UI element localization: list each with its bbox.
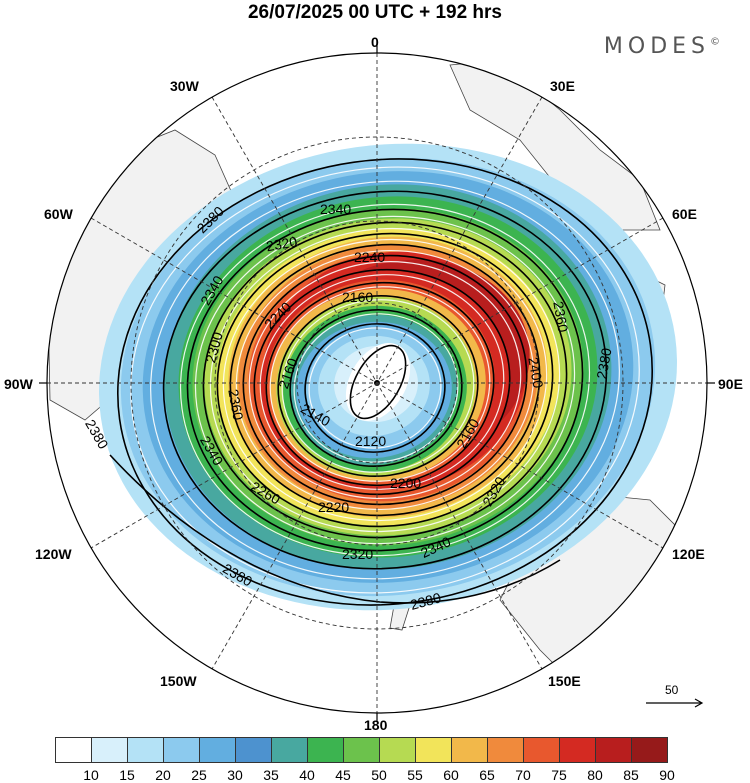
colorbar-swatch [163,737,200,763]
contour-label: 2380 [408,589,442,613]
height-contours [109,158,653,606]
streamline [150,180,620,580]
brand-name: MODES [603,34,710,59]
map-title: 26/07/2025 00 UTC + 192 hrs [247,2,503,23]
reference-vector-arrow [646,698,704,708]
colorbar-swatch [343,737,380,763]
streamline [194,215,576,545]
meridian [90,217,664,549]
label-120w: 120W [35,546,72,562]
colorbar-swatch [415,737,452,763]
colorbar-swatch [451,737,488,763]
boundary-ticks [39,45,715,721]
colorbar-swatch [307,737,344,763]
colorbar-swatch [595,737,632,763]
label-90e: 90E [718,376,743,392]
label-180: 180 [364,717,388,733]
streamline [222,238,548,522]
contour [162,190,608,570]
colorbar-swatch [55,737,92,763]
colorbar-tick-label: 20 [155,767,171,783]
colorbar-swatch [199,737,236,763]
contour [202,221,568,539]
contour-label: 2320 [342,546,373,562]
contour-label: 2360 [225,388,246,422]
label-120e: 120E [672,546,705,562]
contour-label: 2200 [390,475,421,491]
colorbar-swatch [91,737,128,763]
colorbar-swatch [631,737,668,763]
contour-label: 2160 [342,289,373,305]
streamline [130,166,640,594]
colorbar-tick-label: 60 [443,767,459,783]
colorbar-swatch [487,737,524,763]
streamline [179,203,591,557]
streamline [209,227,561,533]
colorbar-tick-label: 90 [659,767,675,783]
contour [253,268,511,496]
contour-label: 2220 [318,499,349,515]
colorbar-tick-label: 40 [299,767,315,783]
label-150w: 150W [160,673,197,689]
colorbar-tick-label: 85 [623,767,639,783]
colorbar-swatch [235,737,272,763]
contour [109,454,561,604]
contour-label: 2300 [202,330,226,364]
streamline [235,249,535,511]
contour-label: 2380 [593,346,614,380]
contour [229,243,541,517]
contour [216,232,554,528]
contour-label: 2320 [265,233,299,254]
label-90w: 90W [4,376,33,392]
label-30e: 30E [550,78,575,94]
colorbar-swatch [127,737,164,763]
colorbar-tick-label: 10 [83,767,99,783]
label-30w: 30W [170,78,199,94]
latitude-circle [296,302,458,464]
streamline [293,313,459,463]
contour [277,294,479,478]
colorbar-tick-label: 55 [407,767,423,783]
colorbar-tick-label: 80 [587,767,603,783]
graticule [47,53,707,713]
colorbar-tick-label: 35 [263,767,279,783]
copyright-mark: © [710,36,720,48]
streamline [308,327,442,449]
colorbar-swatch [559,737,596,763]
colorbar-tick-label: 15 [119,767,135,783]
modes-logo: MODES© [604,34,720,59]
colorbar-swatch [523,737,560,763]
contour-label: 2340 [320,201,351,217]
contour-label: 2240 [354,249,385,265]
label-0: 0 [371,34,379,50]
contour [117,158,653,606]
colorbar-tick-label: 70 [515,767,531,783]
contour-label: 2360 [550,300,571,334]
label-60w: 60W [44,206,73,222]
contour-label: 2120 [355,433,386,449]
colorbar-tick-label: 50 [371,767,387,783]
reference-vector-value: 50 [665,683,679,697]
colorbar-tick-label: 25 [191,767,207,783]
contour [265,281,495,487]
label-60e: 60E [672,206,697,222]
streamline [259,274,505,490]
label-150e: 150E [548,673,581,689]
colorbar-swatch [271,737,308,763]
contour [304,323,446,453]
colorbar-tick-label: 45 [335,767,351,783]
streamline [248,261,522,499]
contour-label: 2400 [525,356,546,390]
colorbar-tick-label: 30 [227,767,243,783]
streamlines [130,166,640,594]
streamline [281,299,475,473]
contour [242,254,528,506]
colorbar-swatch [379,737,416,763]
contour [289,309,463,467]
streamline [269,286,491,482]
colorbar-tick-label: 65 [479,767,495,783]
contour [186,208,584,552]
colorbar-tick-label: 75 [551,767,567,783]
